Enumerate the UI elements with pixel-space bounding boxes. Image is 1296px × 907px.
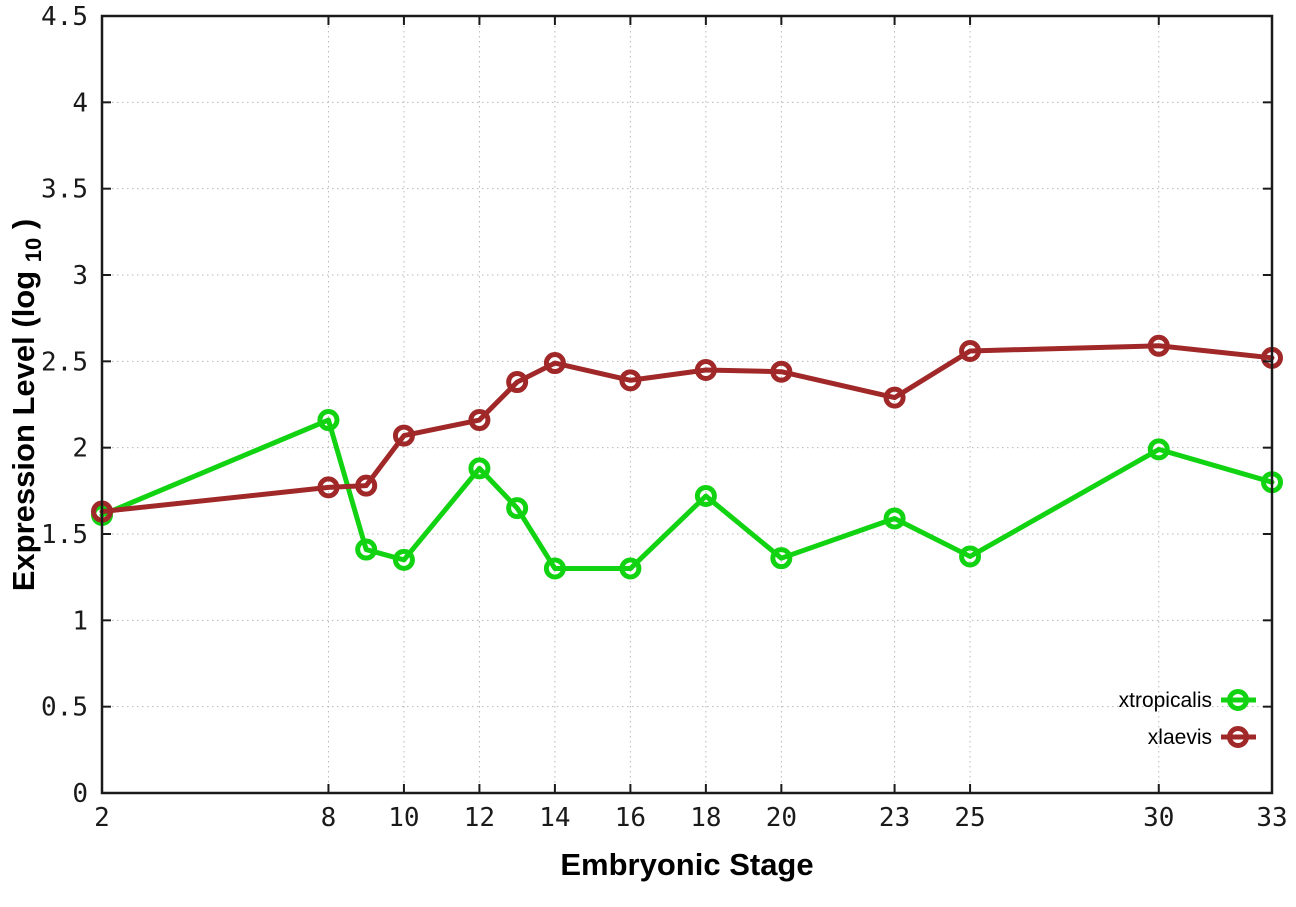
x-tick-label: 12 — [464, 803, 495, 833]
plot-border-and-ticks — [100, 14, 1274, 795]
plot-border — [100, 14, 1274, 795]
data-point-marker-xlaevis — [355, 474, 378, 497]
x-axis-title: Embryonic Stage — [560, 847, 813, 882]
series-xlaevis — [91, 334, 1283, 523]
data-series-layer — [91, 334, 1283, 580]
data-point-marker-xtropicalis — [355, 538, 378, 561]
data-point-marker-xtropicalis — [392, 548, 415, 571]
x-tick-label: 8 — [321, 803, 337, 833]
y-tick-label: 3.5 — [41, 175, 88, 205]
y-tick-label: 4.5 — [41, 2, 88, 32]
y-tick-label: 0 — [72, 779, 88, 809]
data-point-marker-xlaevis — [619, 369, 642, 392]
x-tick-label: 18 — [690, 803, 721, 833]
data-point-marker-xtropicalis — [959, 545, 982, 568]
y-axis-title-subscript: 10 — [21, 238, 46, 262]
y-tick-label: 3 — [72, 261, 88, 291]
data-point-marker-xlaevis — [317, 476, 340, 499]
y-tick-label: 1 — [72, 606, 88, 636]
data-point-marker-xlaevis — [770, 360, 793, 383]
x-tick-label: 33 — [1256, 803, 1287, 833]
data-point-marker-xlaevis — [392, 424, 415, 447]
x-tick-label: 23 — [879, 803, 910, 833]
gridlines — [101, 15, 1273, 794]
data-point-marker-xlaevis — [506, 371, 529, 394]
data-point-marker-xtropicalis — [694, 485, 717, 508]
x-tick-label: 30 — [1143, 803, 1174, 833]
legend-entry-xtropicalis: xtropicalis — [1119, 689, 1256, 712]
data-point-marker-xlaevis — [543, 352, 566, 375]
data-point-marker-xtropicalis — [506, 497, 529, 520]
data-point-marker-xlaevis — [468, 409, 491, 432]
y-tick-label: 0.5 — [41, 693, 88, 723]
data-point-marker-xtropicalis — [468, 457, 491, 480]
y-tick-label: 2.5 — [41, 347, 88, 377]
data-point-marker-xtropicalis — [883, 507, 906, 530]
legend: xtropicalis xlaevis — [1119, 689, 1256, 749]
data-point-marker-xlaevis — [883, 386, 906, 409]
x-tick-label: 20 — [766, 803, 797, 833]
legend-marker-sample — [1227, 689, 1249, 711]
x-tick-label: 10 — [388, 803, 419, 833]
x-tick-label: 14 — [539, 803, 570, 833]
y-tick-label: 1.5 — [41, 520, 88, 550]
data-point-marker-xtropicalis — [1147, 438, 1170, 461]
y-axis-title: Expression Level (log 10 ) — [6, 219, 48, 592]
legend-label-xtropicalis: xtropicalis — [1119, 689, 1212, 712]
y-tick-label: 4 — [72, 88, 88, 118]
data-point-marker-xlaevis — [1147, 334, 1170, 357]
x-tick-label: 25 — [954, 803, 985, 833]
y-axis-title-close: ) — [6, 219, 41, 229]
y-axis-title-main: Expression Level (log — [6, 271, 41, 591]
tick-labels: 2 8 10 12 14 16 18 20 23 25 30 33 0 0.5 1 1.5 2 2.5 3 3.5 4 4… — [41, 2, 1288, 833]
data-point-marker-xlaevis — [694, 358, 717, 381]
data-point-marker-xlaevis — [959, 339, 982, 362]
x-tick-label: 2 — [94, 803, 110, 833]
data-point-marker-xtropicalis — [619, 557, 642, 580]
data-point-marker-xtropicalis — [317, 409, 340, 432]
legend-marker-sample — [1227, 726, 1249, 748]
legend-entry-xlaevis: xlaevis — [1148, 726, 1256, 749]
data-point-marker-xtropicalis — [770, 547, 793, 570]
legend-label-xlaevis: xlaevis — [1148, 726, 1212, 749]
data-point-marker-xtropicalis — [543, 557, 566, 580]
x-tick-label: 16 — [615, 803, 646, 833]
y-tick-label: 2 — [72, 434, 88, 464]
